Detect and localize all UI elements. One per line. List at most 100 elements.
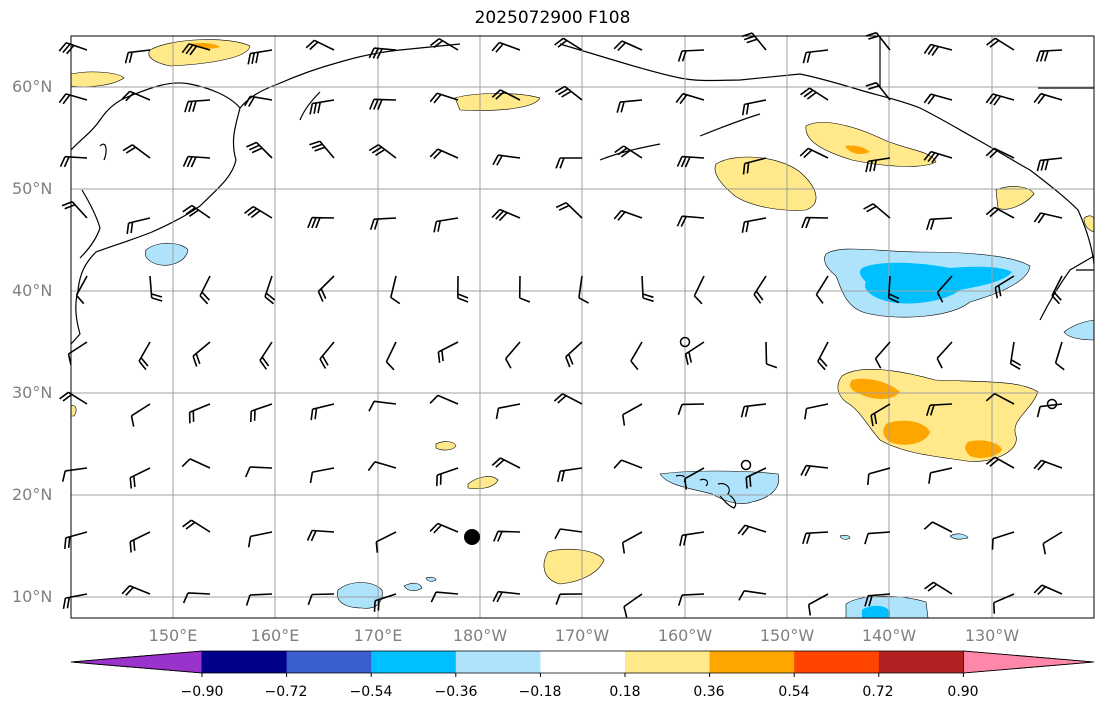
wind-barb [1054,341,1065,371]
wind-barb [244,95,273,107]
wind-barb [799,147,829,159]
wind-barb [436,467,459,487]
wind-barb [493,530,521,542]
coastline-kamchatka [239,43,461,121]
lat-label-30n: 30°N [12,383,53,402]
wind-barb [58,41,88,55]
lon-label-150w: 150°W [759,626,815,645]
wind-barb [676,215,705,227]
wind-barb [182,204,211,219]
colorbar-tick-label: −0.90 [180,684,224,700]
lon-label-140w: 140°W [861,626,917,645]
wind-barb [182,519,211,533]
lon-label-150e: 150°E [148,626,198,645]
wind-barb [309,467,335,484]
lat-label-50n: 50°N [12,179,53,198]
colorbar-segment [202,651,288,673]
wind-barb [367,461,397,472]
wind-barb [317,275,335,302]
wind-barb [804,403,829,420]
wind-barb [675,92,705,105]
wind-barb [684,467,705,490]
wind-barb [630,341,643,371]
wind-barb [623,593,643,618]
wind-barb [259,341,273,370]
colorbar-tick-label: −0.18 [518,684,562,700]
wind-barb [1033,92,1063,105]
grid-lines [71,36,1094,618]
wind-barb [555,593,583,605]
wind-barb [250,403,273,423]
lon-label-170e: 170°E [353,626,403,645]
station-markers [464,336,1058,545]
wind-barb [58,93,88,105]
wind-barb [181,458,211,469]
wind-barb [491,41,521,53]
wind-barb [149,275,163,302]
positive-anomaly-region [190,43,220,49]
wind-barb [738,590,767,601]
colorbar-tick-label: 0.54 [778,684,810,700]
wind-barb [192,341,211,367]
wind-barb [309,99,335,115]
coastline-canada-border [879,36,1094,89]
open-circle-marker [1046,398,1058,410]
wind-barb [1009,341,1022,370]
wind-barb [430,38,459,51]
wind-barb [184,99,211,113]
wind-barb [1033,212,1063,224]
map-title: 2025072900 F108 [474,8,631,28]
colorbar-tick-label: −0.54 [349,684,393,700]
wind-barb [865,81,891,101]
wind-barb [555,201,583,219]
wind-barb [181,43,211,56]
wind-barb [554,37,583,51]
wind-barb [429,92,459,104]
positive-anomaly-region [845,145,870,154]
colorbar-segment [794,651,880,673]
wind-barb [1033,584,1063,596]
lat-label-40n: 40°N [12,281,53,300]
colorbar-tick-label: 0.90 [947,684,979,700]
wind-barb [429,522,459,534]
wind-barb [765,341,778,369]
wind-barb [64,531,88,549]
coastlines [70,36,1095,509]
wind-barb [936,341,953,369]
wind-barb [121,585,151,596]
lon-label-160w: 160°W [657,626,713,645]
wind-barb [985,147,1015,159]
wind-barb [863,203,891,219]
positive-anomaly-region [70,405,77,417]
wind-barb [264,275,276,305]
wind-barb [433,217,459,233]
wind-barb [247,531,273,548]
wind-barb [994,275,1015,299]
wind-barb [925,403,953,416]
wind-barb [802,531,829,545]
negative-anomaly-region [862,605,890,618]
wind-barb [245,593,273,606]
wind-barb [924,581,953,595]
wind-barb [1051,275,1063,305]
wind-barb [122,144,151,159]
colorbar-tick-label: 0.36 [693,684,725,700]
wind-barb [130,403,151,427]
wind-barb [985,392,1015,405]
positive-anomaly-region [995,186,1035,210]
wind-barb [429,394,459,405]
wind-barb [742,157,767,175]
wind-barb [121,90,151,102]
wind-barb [495,403,521,420]
negative-anomaly-region [839,534,851,540]
coastline-asia [70,82,241,345]
positive-anomaly-region [850,378,900,399]
wind-barb [923,93,953,105]
wind-barb [1036,403,1063,418]
positive-anomaly-region [543,548,605,585]
wind-barb [554,528,583,540]
lat-label-60n: 60°N [12,77,53,96]
wind-barb [429,148,459,160]
wind-barb [870,403,891,427]
wind-barb [613,209,643,221]
